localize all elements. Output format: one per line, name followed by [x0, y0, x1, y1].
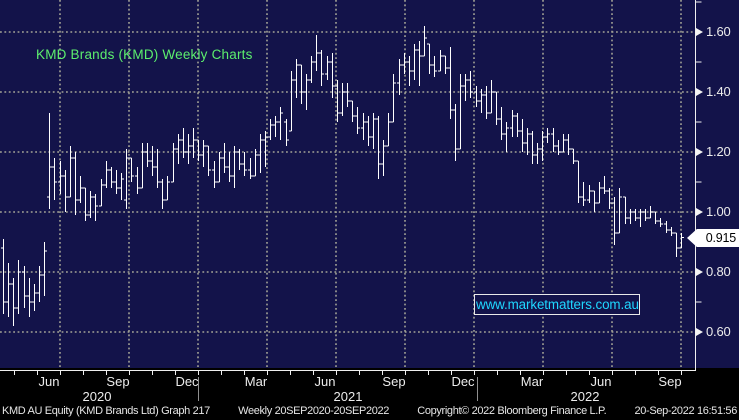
chart-title: KMD Brands (KMD) Weekly Charts: [36, 47, 253, 62]
last-price-value: 0.915: [705, 231, 736, 245]
x-axis-month-label: Dec: [175, 374, 199, 389]
status-period-range: Weekly 20SEP2020-20SEP2022: [238, 405, 390, 417]
x-axis-month-label: Sep: [106, 374, 130, 389]
x-axis-year-label: 2022: [570, 389, 600, 404]
x-axis-year-label: 2020: [82, 389, 112, 404]
y-tick-arrow-icon: [696, 27, 703, 36]
x-axis-month-label: Jun: [38, 374, 60, 389]
y-axis-label: 0.80: [696, 264, 731, 279]
watermark-link-text: www.marketmatters.com.au: [476, 297, 639, 312]
x-axis-month-label: Sep: [658, 374, 682, 389]
last-price-tag: 0.915: [687, 229, 739, 247]
status-copyright: Copyright© 2022 Bloomberg Finance L.P.: [417, 405, 607, 417]
y-axis-label: 1.00: [696, 204, 731, 219]
y-axis-label-text: 1.40: [706, 84, 731, 99]
y-tick-arrow-icon: [696, 207, 703, 216]
watermark-link[interactable]: www.marketmatters.com.au: [474, 294, 640, 315]
x-axis-month-label: Mar: [244, 374, 268, 389]
y-axis-label: 1.60: [696, 24, 731, 39]
y-axis-label: 0.60: [696, 324, 731, 339]
y-axis-label-text: 0.80: [706, 264, 731, 279]
x-axis-month-label: Jun: [314, 374, 336, 389]
ohlc-bars: [0, 26, 685, 326]
y-tick-arrow-icon: [696, 87, 703, 96]
x-axis-year-label: 2021: [333, 389, 363, 404]
y-tick-arrow-icon: [696, 327, 703, 336]
x-axis-month-label: Mar: [520, 374, 544, 389]
y-axis-label-text: 0.60: [706, 324, 731, 339]
y-axis-label: 1.40: [696, 84, 731, 99]
y-tick-arrow-icon: [696, 267, 703, 276]
status-bar: KMD AU Equity (KMD Brands Ltd) Graph 217…: [2, 404, 737, 418]
status-timestamp: 20-Sep-2022 16:51:56: [634, 405, 737, 417]
y-axis-label-text: 1.60: [706, 24, 731, 39]
x-axis-month-label: Dec: [451, 374, 475, 389]
y-tick-arrow-icon: [696, 147, 703, 156]
y-axis-label-text: 1.00: [706, 204, 731, 219]
x-axis-month-label: Jun: [590, 374, 612, 389]
y-axis-label-text: 1.20: [706, 144, 731, 159]
x-axis-month-label: Sep: [382, 374, 406, 389]
status-security: KMD AU Equity (KMD Brands Ltd) Graph 217: [2, 405, 210, 417]
y-axis-label: 1.20: [696, 144, 731, 159]
